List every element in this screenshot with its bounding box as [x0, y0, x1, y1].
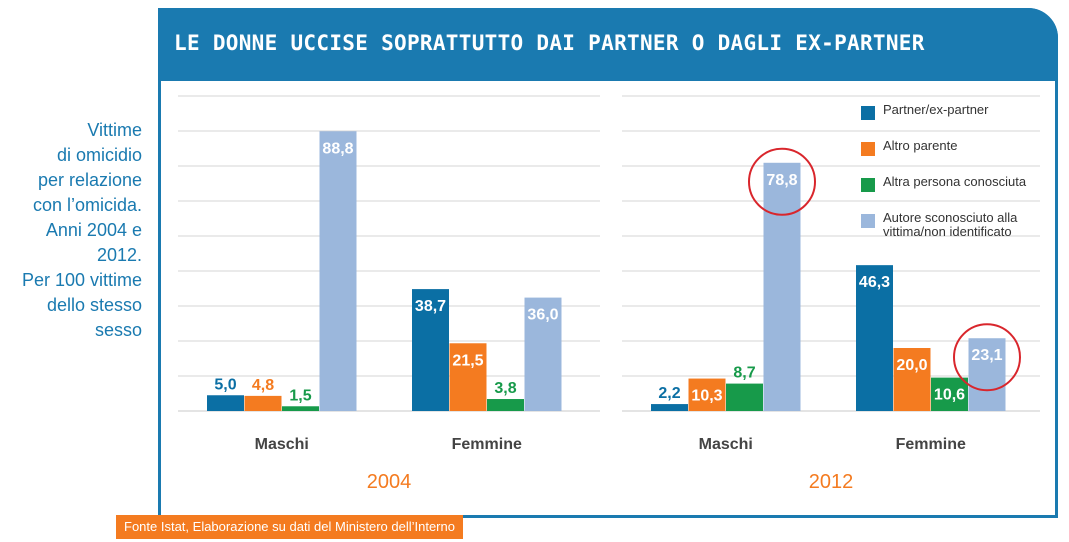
legend-item: Autore sconosciuto alla vittima/non iden…: [861, 208, 1061, 244]
bar: [244, 395, 282, 411]
source-note: Fonte Istat, Elaborazione su dati del Mi…: [116, 515, 463, 539]
bar: [856, 265, 893, 411]
data-label: 10,6: [934, 387, 965, 404]
data-label: 78,8: [766, 172, 797, 189]
chart-description-line: sesso: [94, 320, 142, 340]
bar: [487, 399, 524, 411]
bar: [931, 377, 968, 411]
bar: [651, 404, 688, 411]
chart-description-line: Anni 2004 e: [45, 220, 142, 240]
bar: [412, 289, 449, 411]
bar: [282, 406, 319, 411]
chart-description: Vittime di omicidio per relazione con l’omi…: [0, 118, 142, 343]
legend-label: Altro parente: [883, 138, 958, 153]
legend-label: Autore sconosciuto alla vittima/non iden…: [883, 210, 1018, 239]
bar: [688, 378, 726, 411]
data-label: 10,3: [691, 388, 722, 405]
chart-description-line: 2012.: [96, 245, 142, 265]
panel-header: LE DONNE UCCISE SOPRATTUTTO DAI PARTNER …: [158, 8, 1058, 81]
category-label: Femmine: [452, 436, 522, 453]
year-label: 2012: [809, 471, 854, 493]
legend-swatch: [861, 142, 875, 156]
legend: Partner/ex-partner Altro parente Altra per…: [861, 100, 1061, 244]
data-label: 46,3: [859, 274, 890, 291]
data-label: 23,1: [971, 347, 1002, 364]
data-label: 21,5: [452, 352, 483, 369]
bar: [763, 162, 801, 411]
data-label: 20,0: [896, 357, 927, 374]
legend-swatch: [861, 214, 875, 228]
legend-label: Altra persona conosciuta: [883, 174, 1027, 189]
legend-item: Partner/ex-partner: [861, 100, 1061, 136]
chart-description-line: Per 100 vittime: [21, 270, 142, 290]
chart-description-line: con l’omicida.: [32, 195, 142, 215]
category-label: Femmine: [896, 436, 966, 453]
bar: [449, 343, 487, 411]
bar: [319, 131, 357, 411]
legend-label: Partner/ex-partner: [883, 102, 989, 117]
highlight-circle: [953, 323, 1021, 392]
chart-description-line: Vittime: [87, 120, 142, 140]
category-label: Maschi: [699, 436, 753, 453]
chart-description-line: di omicidio: [56, 145, 142, 165]
bar: [726, 383, 763, 411]
chart-description-line: per relazione: [37, 170, 142, 190]
data-label: 8,7: [733, 365, 755, 382]
chart-description-line: dello stesso: [46, 295, 142, 315]
legend-swatch: [861, 106, 875, 120]
data-label: 1,5: [289, 387, 311, 404]
data-label: 5,0: [214, 376, 236, 393]
legend-swatch: [861, 178, 875, 192]
data-label: 38,7: [415, 298, 446, 315]
bar: [207, 395, 244, 411]
chart-panel: LE DONNE UCCISE SOPRATTUTTO DAI PARTNER …: [158, 8, 1058, 518]
category-label: Maschi: [255, 436, 309, 453]
page-title: LE DONNE UCCISE SOPRATTUTTO DAI PARTNER …: [174, 31, 925, 55]
data-label: 4,8: [252, 377, 274, 394]
bar: [893, 348, 931, 411]
data-label: 3,8: [494, 380, 516, 397]
data-label: 88,8: [322, 140, 353, 157]
legend-item: Altra persona conosciuta: [861, 172, 1061, 208]
bar: [524, 297, 562, 411]
data-label: 36,0: [527, 307, 558, 324]
legend-item: Altro parente: [861, 136, 1061, 172]
bar: [968, 338, 1006, 411]
data-label: 2,2: [658, 385, 680, 402]
year-label: 2004: [367, 471, 412, 493]
highlight-circle: [748, 147, 816, 216]
